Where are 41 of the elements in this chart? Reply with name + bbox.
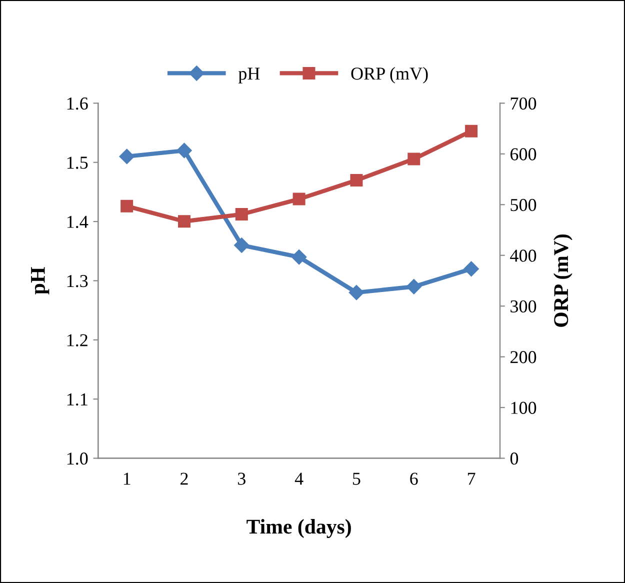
x-tick-label: 7 — [468, 472, 476, 485]
point — [464, 261, 479, 276]
y-tick-label: 1.1 — [67, 393, 88, 406]
y2-tick-label: 100 — [511, 402, 536, 414]
y-tick-label: 1.5 — [67, 156, 88, 169]
x-tick-label: 4 — [294, 472, 304, 485]
x-tick-label: 3 — [238, 472, 246, 485]
y-tick-label: 1.6 — [67, 98, 88, 110]
y2-tick-label: 600 — [510, 148, 536, 160]
y-tick-label: 1.0 — [67, 452, 88, 465]
x-tick-label: 6 — [410, 472, 418, 485]
x-tick-label: 1 — [124, 472, 130, 485]
legend-label: ORP (mV) — [351, 67, 428, 84]
y2-tick-label: 500 — [510, 198, 536, 212]
legend-label: pH — [238, 68, 260, 84]
y2-tick-label: 400 — [510, 250, 536, 262]
point — [292, 192, 306, 206]
y2-tick-label: 300 — [510, 300, 536, 313]
point — [234, 238, 250, 253]
y-tick-label: 1.3 — [67, 275, 88, 288]
point — [235, 208, 248, 221]
y-axis-title: pH — [31, 267, 50, 294]
point — [406, 279, 422, 294]
point — [465, 124, 478, 138]
y2-tick-label: 200 — [510, 351, 536, 364]
y2-tick-label: 0 — [510, 452, 518, 465]
point — [291, 249, 307, 265]
y-tick-label: 1.2 — [67, 334, 88, 346]
y2-tick-label: 700 — [510, 97, 536, 110]
point — [120, 200, 134, 212]
point — [350, 174, 363, 187]
y-tick-label: 1.4 — [67, 216, 88, 228]
point — [176, 142, 192, 158]
point — [408, 152, 420, 166]
x-axis-title: Time (days) — [246, 519, 351, 538]
x-tick-label: 5 — [353, 472, 360, 485]
point — [178, 215, 190, 228]
point — [119, 148, 134, 164]
point — [348, 284, 364, 300]
y2-axis-title: ORP (mV) — [553, 234, 572, 327]
x-tick-label: 2 — [180, 472, 188, 485]
